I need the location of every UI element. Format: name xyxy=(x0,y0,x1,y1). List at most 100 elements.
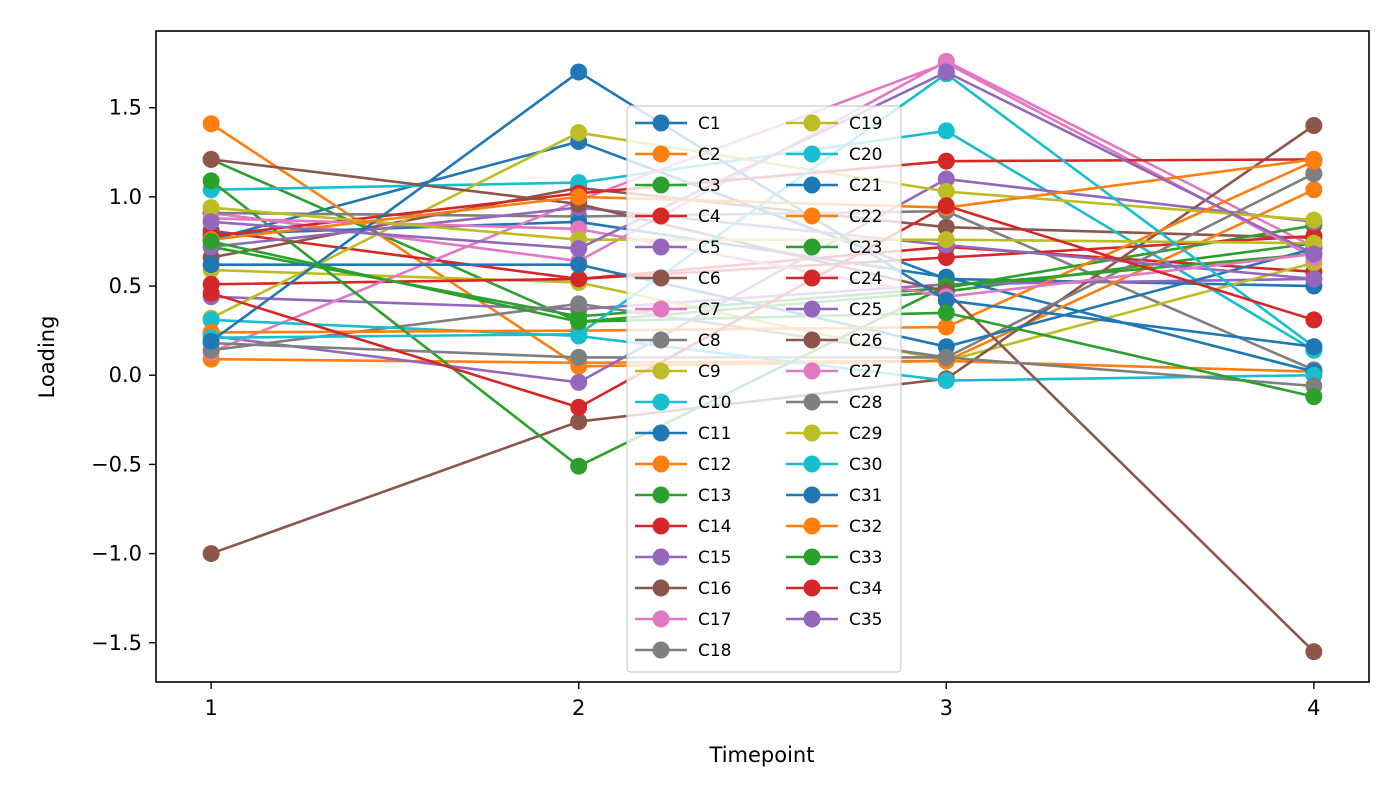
legend-marker-c18 xyxy=(652,641,670,659)
x-tick-label: 3 xyxy=(940,696,953,720)
legend-item-c30: C30 xyxy=(786,455,883,475)
data-point-c32 xyxy=(1305,150,1323,168)
data-point-c34 xyxy=(570,398,588,416)
legend-item-c9: C9 xyxy=(635,362,721,382)
legend-label-c15: C15 xyxy=(698,548,732,568)
legend-label-c2: C2 xyxy=(698,145,721,165)
data-point-c20 xyxy=(202,311,220,329)
legend-label-c30: C30 xyxy=(849,455,883,475)
data-point-c18 xyxy=(1305,165,1323,183)
legend-item-c14: C14 xyxy=(635,517,732,537)
legend-marker-c6 xyxy=(652,269,670,287)
y-tick-label: −1.0 xyxy=(91,542,142,566)
data-point-c33 xyxy=(570,313,588,331)
data-point-c28 xyxy=(570,348,588,366)
legend-label-c29: C29 xyxy=(849,424,883,444)
legend-marker-c30 xyxy=(803,455,821,473)
data-point-c19 xyxy=(937,183,955,201)
data-point-c35 xyxy=(570,240,588,258)
legend-marker-c22 xyxy=(803,207,821,225)
legend-item-c26: C26 xyxy=(786,331,883,351)
x-tick-label: 2 xyxy=(572,696,585,720)
legend-marker-c35 xyxy=(803,610,821,628)
legend-item-c27: C27 xyxy=(786,362,883,382)
legend-item-c34: C34 xyxy=(786,579,883,599)
legend-label-c6: C6 xyxy=(698,269,721,289)
y-tick-label: 0.5 xyxy=(109,274,142,298)
data-point-c30 xyxy=(570,325,588,343)
legend-marker-c24 xyxy=(803,269,821,287)
data-point-c2 xyxy=(202,115,220,133)
legend-label-c13: C13 xyxy=(698,486,732,506)
legend-marker-c13 xyxy=(652,486,670,504)
legend-item-c13: C13 xyxy=(635,486,732,506)
legend-item-c24: C24 xyxy=(786,269,883,289)
legend-label-c16: C16 xyxy=(698,579,732,599)
legend-marker-c11 xyxy=(652,424,670,442)
legend-label-c32: C32 xyxy=(849,517,883,537)
legend-label-c35: C35 xyxy=(849,610,883,630)
legend-label-c12: C12 xyxy=(698,455,732,475)
data-point-c14 xyxy=(570,270,588,288)
legend-item-c18: C18 xyxy=(635,641,732,661)
legend-label-c3: C3 xyxy=(698,176,721,196)
legend-label-c19: C19 xyxy=(849,114,883,134)
legend-item-c28: C28 xyxy=(786,393,883,413)
legend-marker-c3 xyxy=(652,176,670,194)
legend-marker-c15 xyxy=(652,548,670,566)
legend-item-c31: C31 xyxy=(786,486,883,506)
legend-marker-c20 xyxy=(803,145,821,163)
y-axis: −1.5 −1.0 −0.5 0.0 0.5 1.0 1.5 xyxy=(91,96,156,655)
data-point-c18 xyxy=(570,295,588,313)
legend-item-c5: C5 xyxy=(635,238,721,258)
legend-label-c11: C11 xyxy=(698,424,732,444)
legend-marker-c5 xyxy=(652,238,670,256)
legend-marker-c34 xyxy=(803,579,821,597)
data-point-c29 xyxy=(202,199,220,217)
legend-marker-c2 xyxy=(652,145,670,163)
legend-label-c4: C4 xyxy=(698,207,721,227)
data-point-c20 xyxy=(937,372,955,390)
y-tick-label: −1.5 xyxy=(91,631,142,655)
legend-marker-c9 xyxy=(652,362,670,380)
data-point-c26 xyxy=(202,150,220,168)
data-point-c22 xyxy=(937,318,955,336)
legend-label-c17: C17 xyxy=(698,610,732,630)
data-point-c31 xyxy=(202,332,220,350)
data-point-c31 xyxy=(937,291,955,309)
legend-marker-c31 xyxy=(803,486,821,504)
legend-item-c17: C17 xyxy=(635,610,732,630)
legend-marker-c28 xyxy=(803,393,821,411)
plot-frame xyxy=(155,30,1370,683)
legend-item-c16: C16 xyxy=(635,579,732,599)
legend-item-c6: C6 xyxy=(635,269,721,289)
data-point-c35 xyxy=(202,213,220,231)
legend-marker-c1 xyxy=(652,114,670,132)
legend-item-c25: C25 xyxy=(786,300,883,320)
legend-marker-c7 xyxy=(652,300,670,318)
legend-item-c8: C8 xyxy=(635,331,721,351)
legend-label-c14: C14 xyxy=(698,517,732,537)
y-tick-label: 1.5 xyxy=(109,96,142,120)
data-point-c32 xyxy=(570,188,588,206)
legend-label-c8: C8 xyxy=(698,331,721,351)
legend-label-c9: C9 xyxy=(698,362,721,382)
data-point-c34 xyxy=(937,197,955,215)
legend-item-c11: C11 xyxy=(635,424,732,444)
legend-item-c33: C33 xyxy=(786,548,883,568)
legend-item-c12: C12 xyxy=(635,455,732,475)
data-point-c16 xyxy=(202,545,220,563)
legend-label-c24: C24 xyxy=(849,269,883,289)
data-point-c34 xyxy=(202,284,220,302)
legend-item-c22: C22 xyxy=(786,207,883,227)
legend-label-c21: C21 xyxy=(849,176,883,196)
legend-label-c22: C22 xyxy=(849,207,883,227)
data-point-c33 xyxy=(1305,388,1323,406)
y-tick-label: 1.0 xyxy=(109,185,142,209)
legend: C1 C2 C3 C4 C5 C6 C7 C8 C9 C10 C11 C12 C13 C14 C15 C16 C… xyxy=(626,105,902,673)
legend-label-c27: C27 xyxy=(849,362,883,382)
data-point-c25 xyxy=(1305,270,1323,288)
data-point-c33 xyxy=(937,304,955,322)
data-point-c16 xyxy=(570,413,588,431)
x-axis-label: Timepoint xyxy=(709,743,815,767)
